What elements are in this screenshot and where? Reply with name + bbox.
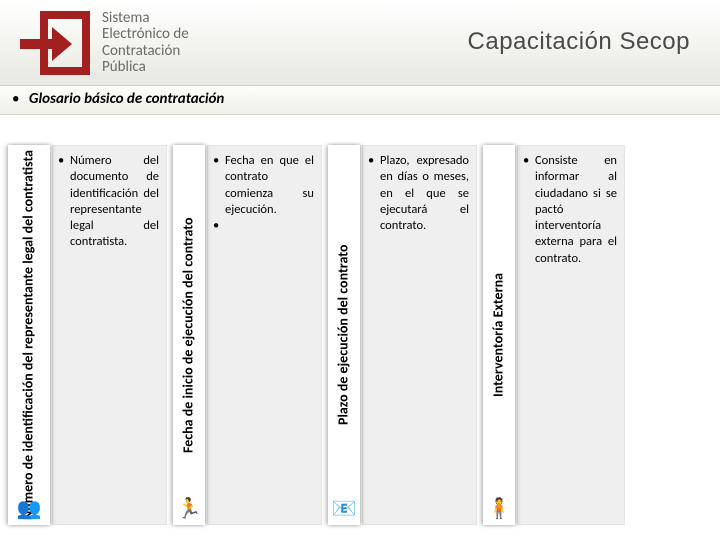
column-1: Número de identificación del representan…: [8, 145, 167, 525]
logo-line-4: Pública: [102, 59, 189, 76]
subtitle-bullet: •: [12, 90, 19, 108]
column-1-label: Número de identificación del representan…: [8, 145, 50, 525]
logo-line-3: Contratación: [102, 43, 189, 60]
column-2-item: Fecha en que el contrato comienza su eje…: [213, 153, 314, 218]
subtitle-bar: • Glosario básico de contratación: [0, 86, 720, 115]
arrow-logo-icon: [20, 11, 92, 75]
logo-line-2: Electrónico de: [102, 26, 189, 43]
header-bar: Sistema Electrónico de Contratación Públ…: [0, 0, 720, 86]
column-3-desc: Plazo, expresado en días o meses, en el …: [362, 145, 477, 525]
logo-text: Sistema Electrónico de Contratación Públ…: [102, 10, 189, 76]
column-2: Fecha de inicio de ejecución del contrat…: [173, 145, 322, 525]
logo-line-1: Sistema: [102, 10, 189, 27]
person-icon: 🧍: [483, 497, 515, 525]
column-2-label: Fecha de inicio de ejecución del contrat…: [173, 145, 205, 525]
column-4-item: Consiste en informar al ciudadano si se …: [523, 153, 617, 267]
column-3: Plazo de ejecución del contrato 📧 Plazo,…: [328, 145, 477, 525]
people-icon: 👥: [13, 497, 45, 525]
column-2-desc: Fecha en que el contrato comienza su eje…: [207, 145, 322, 525]
column-1-label-text: Número de identificación del representan…: [21, 150, 38, 520]
content-area: Número de identificación del representan…: [0, 115, 720, 533]
column-4-desc: Consiste en informar al ciudadano si se …: [517, 145, 625, 525]
subtitle-text: Glosario básico de contratación: [29, 90, 224, 108]
column-3-label: Plazo de ejecución del contrato 📧: [328, 145, 360, 525]
column-4-label-text: Interventoría Externa: [491, 273, 508, 397]
header-title: Capacitación Secop: [468, 28, 690, 56]
column-2-label-text: Fecha de inicio de ejecución del contrat…: [181, 217, 198, 453]
column-4: Interventoría Externa 🧍 Consiste en info…: [483, 145, 625, 525]
column-4-label: Interventoría Externa 🧍: [483, 145, 515, 525]
column-3-item: Plazo, expresado en días o meses, en el …: [368, 153, 469, 234]
runner-icon: 🏃: [173, 497, 205, 525]
column-1-desc: Número del documento de identificación d…: [52, 145, 167, 525]
mail-icon: 📧: [328, 497, 360, 525]
column-3-label-text: Plazo de ejecución del contrato: [336, 245, 353, 426]
column-1-item: Número del documento de identificación d…: [58, 153, 159, 251]
logo-block: Sistema Electrónico de Contratación Públ…: [20, 10, 189, 76]
